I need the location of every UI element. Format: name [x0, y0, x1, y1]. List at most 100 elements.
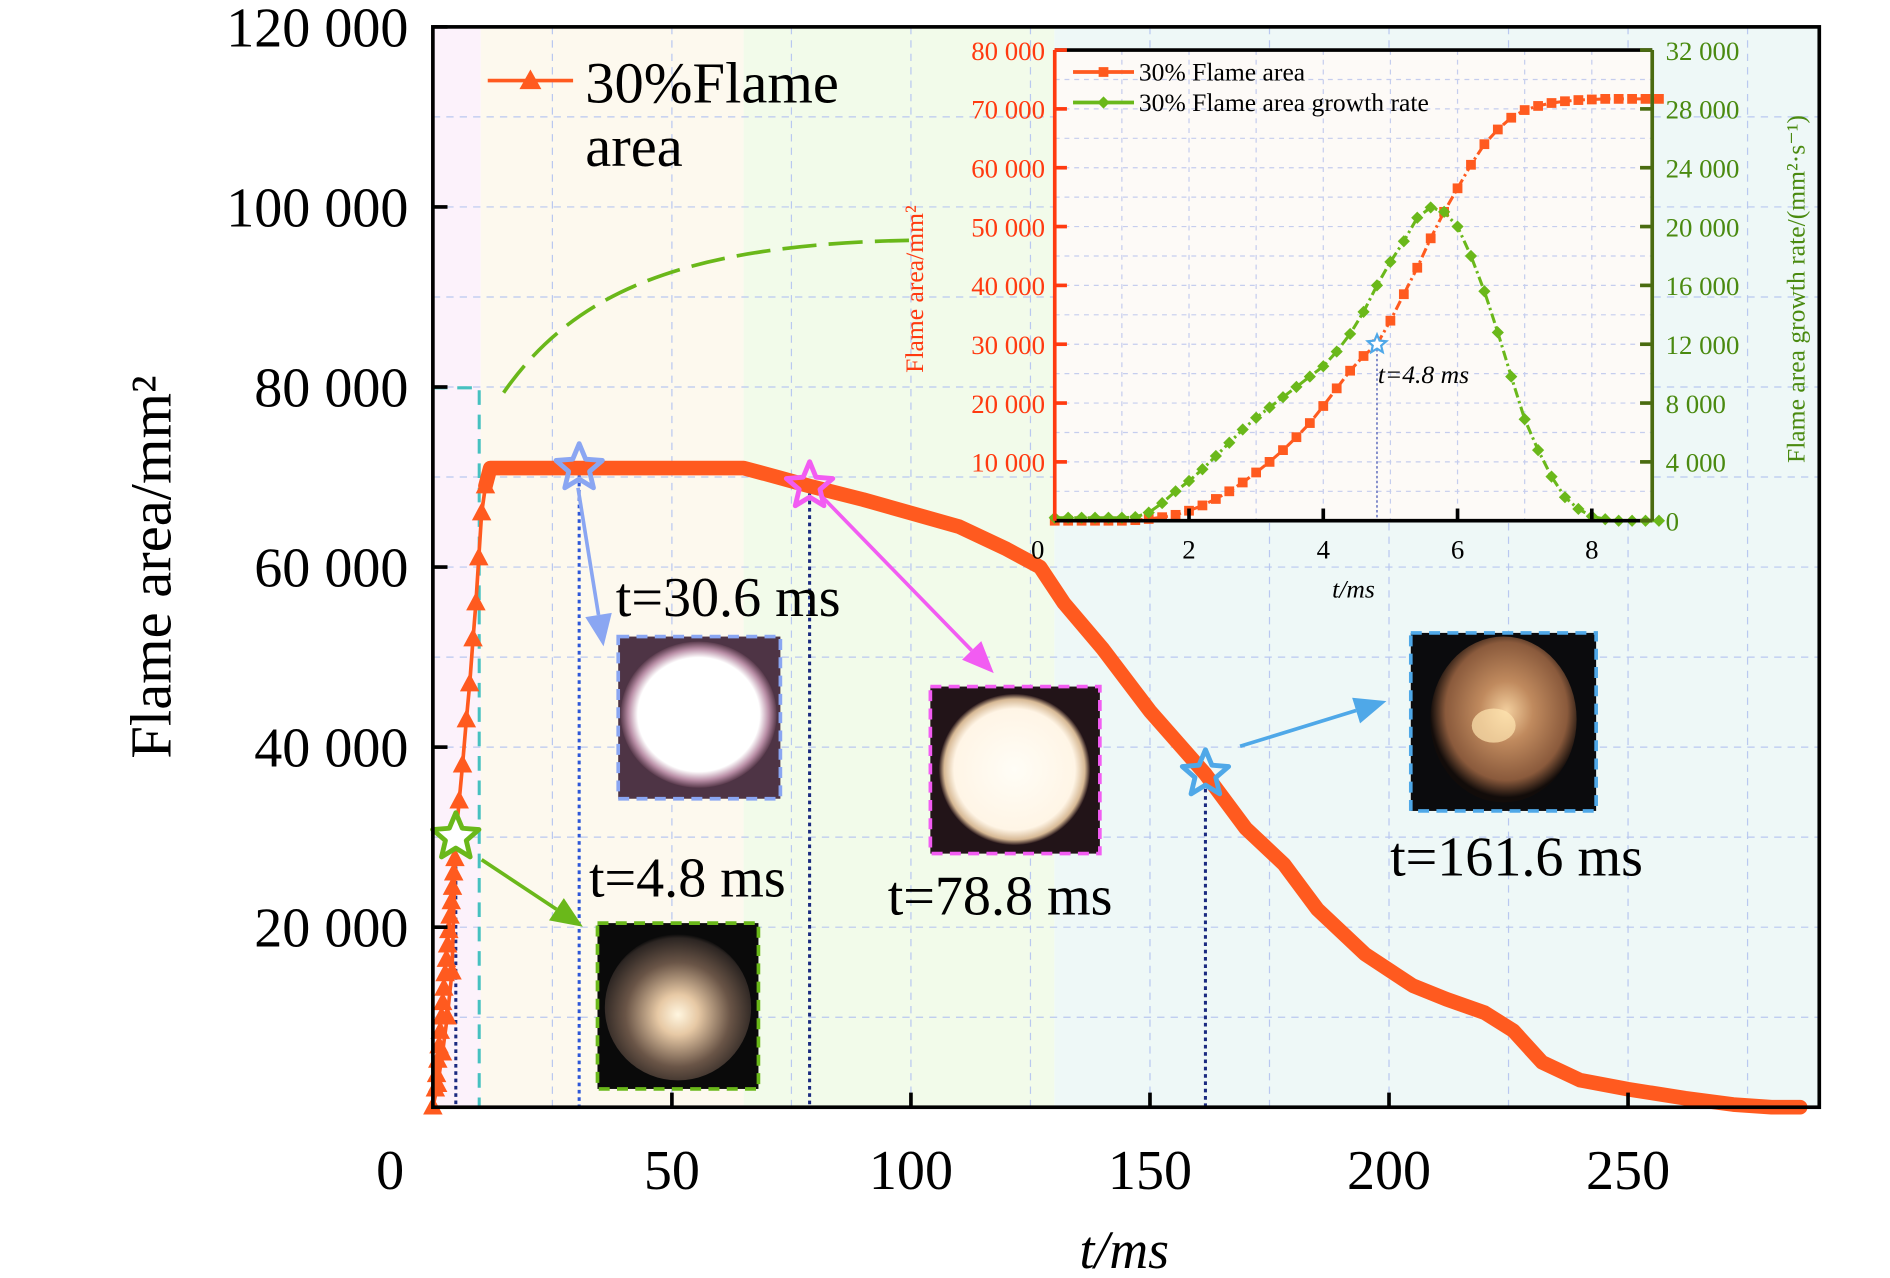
inset-area-marker	[1586, 94, 1597, 105]
inset-y2-tick-label: 24 000	[1666, 153, 1740, 183]
triangle-marker	[435, 963, 455, 982]
inset-area-marker	[1452, 183, 1463, 194]
inset-area-line	[1054, 97, 1659, 523]
inset-y-tick-label: 70 000	[971, 95, 1045, 125]
annotation-arrow	[1239, 708, 1357, 749]
triangle-marker	[463, 628, 483, 647]
inset-area-marker	[1197, 500, 1208, 511]
inset-rate-marker	[1263, 401, 1276, 414]
inset-y2-tick-label: 16 000	[1666, 271, 1740, 301]
inset-area-marker	[1506, 112, 1517, 123]
y-tick-label: 100 000	[226, 177, 408, 239]
triangle-marker	[434, 977, 454, 996]
flame-photos	[595, 631, 1598, 1091]
triangle-marker	[459, 673, 480, 692]
triangle-marker	[445, 847, 465, 867]
annotations	[430, 441, 1387, 927]
annotation-label-t-30-6: t=30.6 ms	[616, 567, 841, 629]
inset-y2-tick-label: 4 000	[1666, 448, 1726, 478]
inset-x-tick-label: 6	[1451, 535, 1464, 565]
inset-area-marker	[1546, 98, 1557, 108]
x-tick-label: 50	[644, 1140, 700, 1202]
main-y-label: Flame area/mm²	[119, 375, 184, 758]
annotation-label-t-4-8: t=4.8 ms	[589, 847, 786, 909]
inset-y2-tick-label: 20 000	[1666, 212, 1740, 242]
arrow-head-icon	[1352, 697, 1387, 724]
series-line-thick	[478, 460, 1808, 1115]
x-tick-label: 200	[1347, 1140, 1431, 1202]
inset-x-tick-label: 4	[1317, 535, 1330, 565]
x-tick-label: 0	[376, 1140, 404, 1202]
inset-rate-marker	[1505, 370, 1518, 383]
triangle-marker-icon	[519, 69, 542, 90]
photo-t-30-6	[616, 634, 783, 801]
zoom-guides	[432, 238, 915, 1108]
main-legend: 30%Flame area	[487, 50, 839, 179]
inset-area-marker	[1627, 94, 1637, 104]
inset-area-marker	[1278, 445, 1288, 455]
annotation-arrow	[480, 858, 558, 911]
inset-rate-marker	[1142, 506, 1155, 519]
inset-rate-marker	[1344, 327, 1357, 341]
inset-area-marker	[1318, 401, 1329, 411]
inset-rate-line	[1054, 205, 1659, 523]
inset-rate-marker	[1384, 255, 1397, 268]
inset-area-marker	[1613, 94, 1624, 104]
inset-legend: 30% Flame area 30% Flame area growth rat…	[1073, 58, 1429, 117]
triangle-marker	[437, 934, 458, 953]
photo-t-78-8	[928, 684, 1102, 856]
inset-area-marker	[1331, 383, 1342, 394]
inset-area-marker	[1170, 509, 1181, 520]
inset-y-tick-label: 20 000	[971, 389, 1045, 419]
inset-y-tick-label: 10 000	[971, 448, 1045, 478]
star-marker-icon	[1179, 747, 1232, 797]
annotation-arrow	[576, 487, 601, 616]
triangle-marker	[432, 991, 453, 1011]
inset-rate-marker	[1250, 411, 1263, 424]
inset-area-marker	[1224, 486, 1235, 497]
triangle-marker	[425, 1078, 446, 1097]
triangle-marker	[436, 948, 457, 967]
inset-annotation: t=4.8 ms	[1378, 360, 1469, 389]
inset-x-label: t/ms	[1332, 575, 1375, 604]
inset-x-tick-label: 8	[1585, 535, 1598, 565]
inset-area-marker	[1412, 262, 1423, 273]
inset-area-marker	[1466, 159, 1476, 170]
triangle-marker	[475, 475, 496, 494]
annotation-label-t-78-8: t=78.8 ms	[888, 866, 1113, 928]
inset-rate-marker	[1196, 463, 1209, 476]
inset-area-marker	[1291, 432, 1302, 443]
inset-y-label: Flame area/mm²	[900, 205, 929, 373]
legend-line2: area	[585, 114, 682, 179]
triangle-marker	[431, 1006, 452, 1025]
triangle-marker	[452, 754, 473, 773]
inset-area-marker	[1560, 96, 1570, 107]
inset-area-marker	[1264, 457, 1275, 467]
triangle-marker	[466, 592, 486, 611]
inset-area-marker	[1479, 139, 1490, 150]
inset-area-marker	[1385, 315, 1396, 326]
inset-area-marker	[1654, 94, 1664, 104]
inset-grid	[1054, 50, 1653, 521]
inset-area-marker	[1425, 233, 1436, 244]
inset-area-marker	[1251, 467, 1262, 478]
x-tick-label: 100	[869, 1140, 953, 1202]
inset-area-marker	[1210, 494, 1221, 504]
inset-area-marker	[1533, 101, 1543, 111]
inset-chart: 0 2 4 6 8 10 000 20 000 30 000 40 000 50 000 60 00…	[900, 36, 1811, 604]
triangle-marker	[440, 905, 460, 924]
inset-y2-label: Flame area growth rate/(mm²·s⁻¹)	[1782, 115, 1811, 463]
arrow-head-icon	[585, 612, 612, 647]
triangle-marker	[430, 1020, 451, 1039]
inset-legend-area: 30% Flame area	[1139, 58, 1306, 87]
photo-t-4-8	[595, 921, 761, 1091]
inset-x-tick-label: 2	[1182, 535, 1195, 565]
inset-area-marker	[1492, 124, 1503, 135]
inset-y-tick-label: 60 000	[971, 153, 1045, 183]
inset-legend-rate: 30% Flame area growth rate	[1139, 88, 1429, 117]
inset-rate-marker	[1411, 211, 1424, 224]
inset-area-marker	[1573, 95, 1584, 105]
arrow-head-icon	[549, 898, 583, 927]
inset-rate-marker	[1236, 423, 1249, 436]
main-series	[423, 460, 1808, 1115]
